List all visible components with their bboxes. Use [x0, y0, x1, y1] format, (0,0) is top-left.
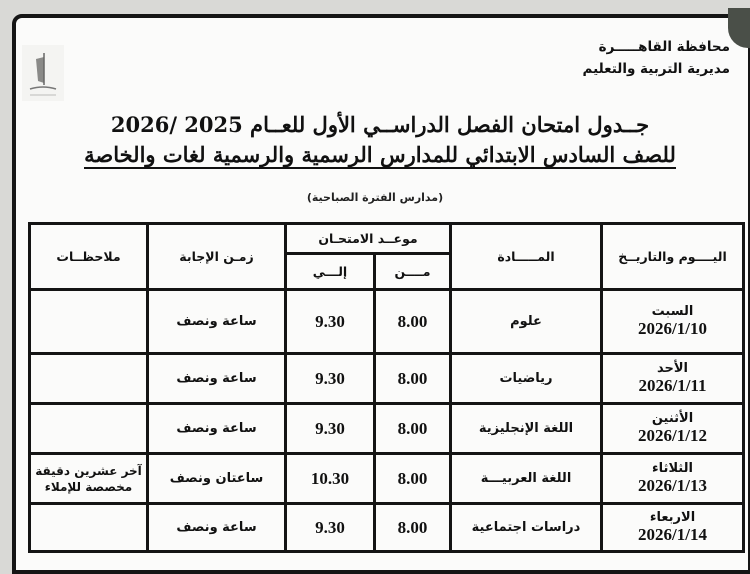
- subject-cell: دراسات اجتماعية: [449, 502, 603, 553]
- header-exam-time: موعــد الامتحـان: [284, 222, 452, 255]
- day-name: الاربعاء: [649, 510, 696, 525]
- table-row: الثلاثاء 2026/1/13 اللغة العربيـــة 8.00 10.…: [28, 452, 745, 505]
- day-name: الأثنين: [651, 411, 694, 426]
- day-name: الثلاثاء: [652, 461, 693, 476]
- from-time-cell: 8.00: [373, 352, 452, 405]
- day-name: الأحد: [656, 361, 688, 376]
- header-day-date: اليــــوم والتاريــخ: [600, 222, 745, 291]
- duration-cell: ساعتان ونصف: [146, 452, 287, 505]
- notes-cell: [28, 502, 149, 553]
- subject-cell: رياضيات: [449, 352, 603, 405]
- schedule-subtitle: للصف السادس الابتدائي للمدارس الرسمية وا…: [84, 142, 676, 169]
- to-time-cell: 9.30: [284, 352, 376, 405]
- day-date-cell: السبت 2026/1/10: [600, 288, 745, 355]
- notes-cell: [28, 402, 149, 455]
- directorate-logo: [22, 45, 64, 101]
- header-subject: المـــــادة: [449, 222, 603, 291]
- day-date-cell: الأثنين 2026/1/12: [600, 402, 745, 455]
- header-notes: ملاحظــات: [28, 222, 149, 291]
- period-label: (مدارس الفترة الصباحية): [306, 191, 444, 204]
- from-time-cell: 8.00: [373, 502, 452, 553]
- exam-date: 2026/1/11: [638, 376, 707, 395]
- from-time-cell: 8.00: [373, 452, 452, 505]
- notes-cell: [28, 352, 149, 405]
- table-row: الاربعاء 2026/1/14 دراسات اجتماعية 8.00 9.30…: [28, 502, 745, 553]
- governorate-name: محافظة القاهـــــرة: [598, 39, 730, 55]
- to-time-cell: 9.30: [284, 402, 376, 455]
- schedule-title: جــدول امتحان الفصل الدراســي الأول للعـ…: [110, 112, 650, 137]
- subject-cell: علوم: [449, 288, 603, 355]
- header-from: مــــن: [373, 252, 452, 291]
- exam-schedule-table: اليــــوم والتاريــخ المـــــادة موعــد …: [28, 222, 745, 553]
- duration-cell: ساعة ونصف: [146, 288, 287, 355]
- subject-cell: اللغة العربيـــة: [449, 452, 603, 505]
- to-time-cell: 10.30: [284, 452, 376, 505]
- from-time-cell: 8.00: [373, 402, 452, 455]
- page-corner-shadow: [728, 8, 750, 48]
- issuer-header: محافظة القاهـــــرة مديرية التربية والتع…: [583, 36, 730, 80]
- table-row: الأحد 2026/1/11 رياضيات 8.00 9.30 ساعة ونصف: [28, 352, 745, 405]
- duration-cell: ساعة ونصف: [146, 352, 287, 405]
- header-to: إلـــي: [284, 252, 376, 291]
- day-date-cell: الاربعاء 2026/1/14: [600, 502, 745, 553]
- day-name: السبت: [651, 304, 694, 319]
- exam-date: 2026/1/10: [638, 319, 707, 338]
- exam-date: 2026/1/13: [638, 476, 707, 495]
- day-date-cell: الثلاثاء 2026/1/13: [600, 452, 745, 505]
- table-row: الأثنين 2026/1/12 اللغة الإنجليزية 8.00 9.30…: [28, 402, 745, 455]
- table-row: السبت 2026/1/10 علوم 8.00 9.30 ساعة ونصف: [28, 288, 745, 355]
- duration-cell: ساعة ونصف: [146, 402, 287, 455]
- day-date-cell: الأحد 2026/1/11: [600, 352, 745, 405]
- to-time-cell: 9.30: [284, 288, 376, 355]
- duration-cell: ساعة ونصف: [146, 502, 287, 553]
- notes-cell: [28, 288, 149, 355]
- from-time-cell: 8.00: [373, 288, 452, 355]
- subject-cell: اللغة الإنجليزية: [449, 402, 603, 455]
- exam-date: 2026/1/12: [638, 426, 707, 445]
- notes-cell: آخر عشرين دقيقة مخصصة للإملاء: [28, 452, 149, 505]
- directorate-name: مديرية التربية والتعليم: [582, 61, 730, 77]
- to-time-cell: 9.30: [284, 502, 376, 553]
- header-duration: زمـن الإجابة: [146, 222, 287, 291]
- exam-date: 2026/1/14: [638, 525, 707, 544]
